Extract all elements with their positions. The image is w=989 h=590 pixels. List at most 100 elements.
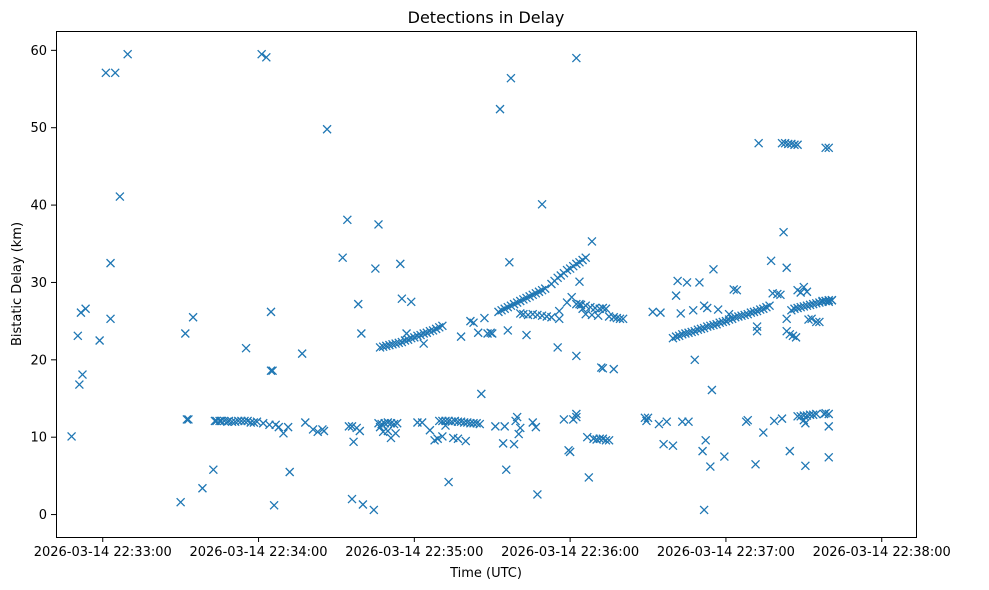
data-point-marker — [755, 305, 765, 314]
y-tick-label: 50 — [30, 121, 47, 136]
y-tick-label: 10 — [30, 431, 47, 446]
data-point-marker — [540, 284, 550, 294]
data-point-marker — [106, 258, 115, 268]
data-point-marker — [472, 418, 482, 428]
data-point-marker — [400, 336, 410, 345]
data-point-marker — [593, 311, 603, 321]
data-point-marker — [554, 306, 564, 316]
data-point-marker — [444, 477, 454, 487]
data-point-marker — [754, 138, 764, 148]
data-point-marker — [274, 422, 284, 432]
data-point-marker — [643, 413, 653, 423]
data-point-marker — [673, 276, 683, 286]
data-point-marker — [95, 336, 105, 345]
data-point-marker — [584, 472, 594, 482]
data-point-marker — [546, 312, 556, 322]
data-point-marker — [515, 308, 525, 318]
data-point-marker — [554, 314, 564, 324]
x-tick-label: 2026-03-14 22:34:00 — [189, 545, 327, 560]
data-point-marker — [501, 465, 511, 475]
data-point-marker — [353, 299, 363, 309]
data-point-marker — [824, 421, 834, 431]
data-point-marker — [487, 329, 497, 338]
data-point-marker — [342, 215, 352, 225]
data-point-marker — [208, 465, 218, 475]
data-point-marker — [479, 313, 489, 323]
data-point-marker — [475, 419, 485, 429]
data-point-marker — [709, 264, 718, 274]
data-point-marker — [575, 277, 584, 287]
data-point-marker — [506, 73, 516, 83]
data-point-marker — [769, 416, 779, 426]
data-point-marker — [397, 294, 407, 304]
data-point-marker — [811, 409, 821, 419]
x-tick-label: 2026-03-14 22:38:00 — [813, 545, 951, 560]
data-point-marker — [532, 489, 542, 499]
data-point-marker — [682, 277, 692, 287]
data-point-marker — [656, 308, 665, 318]
data-point-marker — [732, 285, 742, 295]
data-point-marker — [758, 428, 768, 438]
data-point-marker — [785, 446, 795, 456]
data-point-marker — [587, 236, 597, 246]
data-point-marker — [392, 418, 402, 428]
data-point-marker — [581, 253, 591, 263]
data-point-marker — [123, 49, 133, 59]
data-point-marker — [696, 324, 706, 334]
data-point-marker — [402, 329, 412, 338]
data-point-marker — [461, 436, 471, 446]
data-point-marker — [699, 505, 709, 515]
data-point-marker — [559, 414, 569, 424]
data-point-marker — [701, 435, 711, 445]
data-point-marker — [598, 303, 608, 313]
data-point-marker — [406, 297, 416, 307]
data-point-marker — [800, 418, 810, 428]
data-point-marker — [604, 435, 614, 445]
data-point-marker — [709, 320, 718, 330]
data-point-marker — [779, 227, 789, 237]
data-point-marker — [453, 434, 463, 444]
data-point-marker — [395, 259, 405, 269]
x-axis-label: Time (UTC) — [449, 566, 522, 581]
x-tick-label: 2026-03-14 22:33:00 — [34, 545, 172, 560]
y-axis-ticks: 0 10 20 30 40 50 60 — [30, 44, 56, 523]
data-point-marker — [473, 328, 483, 338]
data-point-marker — [308, 424, 318, 434]
data-point-marker — [417, 418, 427, 427]
x-tick-label: 2026-03-14 22:36:00 — [501, 545, 639, 560]
data-point-marker — [821, 143, 831, 153]
data-point-marker — [827, 295, 837, 305]
data-point-marker — [419, 329, 429, 338]
data-point-marker — [101, 68, 111, 78]
data-point-marker — [356, 329, 366, 338]
data-point-marker — [811, 317, 821, 327]
data-point-marker — [821, 408, 831, 418]
y-tick-label: 40 — [30, 199, 47, 214]
data-point-marker — [383, 426, 393, 436]
data-point-marker — [504, 257, 514, 267]
data-point-marker — [718, 317, 728, 327]
data-point-marker — [180, 329, 190, 338]
data-point-marker — [824, 452, 834, 462]
data-point-marker — [618, 314, 628, 324]
data-point-marker — [391, 428, 401, 438]
data-point-marker — [425, 326, 435, 336]
data-point-marker — [106, 314, 115, 324]
data-point-marker — [752, 326, 762, 336]
plot-background — [56, 31, 916, 537]
data-point-marker — [565, 447, 575, 457]
data-point-marker — [571, 53, 581, 63]
data-point-marker — [571, 412, 581, 422]
data-point-marker — [319, 426, 329, 436]
data-point-marker — [370, 264, 380, 273]
data-point-marker — [790, 140, 799, 150]
data-point-marker — [749, 307, 759, 317]
data-point-marker — [67, 431, 77, 441]
data-point-marker — [437, 431, 447, 441]
data-point-marker — [537, 199, 547, 209]
y-tick-label: 60 — [30, 44, 47, 59]
data-point-marker — [688, 305, 698, 315]
data-point-marker — [512, 412, 522, 422]
data-point-marker — [522, 330, 531, 340]
y-tick-label: 20 — [30, 353, 47, 368]
